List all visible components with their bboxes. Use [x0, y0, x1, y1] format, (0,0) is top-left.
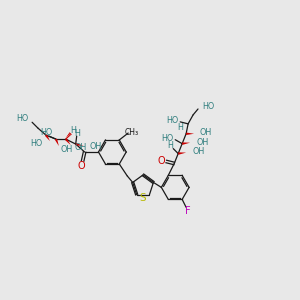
- Text: OH: OH: [196, 138, 208, 147]
- Text: H: H: [177, 123, 183, 132]
- Text: OH: OH: [200, 128, 212, 137]
- Text: OH: OH: [90, 142, 102, 151]
- Text: H: H: [75, 129, 81, 138]
- Text: O: O: [78, 161, 86, 171]
- Text: H: H: [70, 126, 76, 135]
- Text: O: O: [158, 155, 165, 166]
- Polygon shape: [65, 138, 71, 145]
- Text: HO: HO: [161, 134, 173, 143]
- Text: HO: HO: [16, 114, 28, 123]
- Polygon shape: [75, 143, 84, 146]
- Text: F: F: [185, 206, 191, 216]
- Text: HO: HO: [41, 128, 53, 137]
- Polygon shape: [186, 133, 194, 135]
- Text: HO: HO: [202, 101, 214, 110]
- Polygon shape: [45, 134, 50, 141]
- Text: HO: HO: [31, 139, 43, 148]
- Text: S: S: [140, 193, 146, 202]
- Text: H: H: [167, 141, 173, 150]
- Text: OH: OH: [192, 147, 204, 156]
- Text: OH: OH: [75, 142, 87, 152]
- Text: CH₃: CH₃: [125, 128, 139, 136]
- Text: OH: OH: [61, 145, 73, 154]
- Polygon shape: [55, 139, 59, 146]
- Polygon shape: [182, 142, 190, 145]
- Text: HO: HO: [166, 116, 178, 125]
- Polygon shape: [178, 152, 186, 155]
